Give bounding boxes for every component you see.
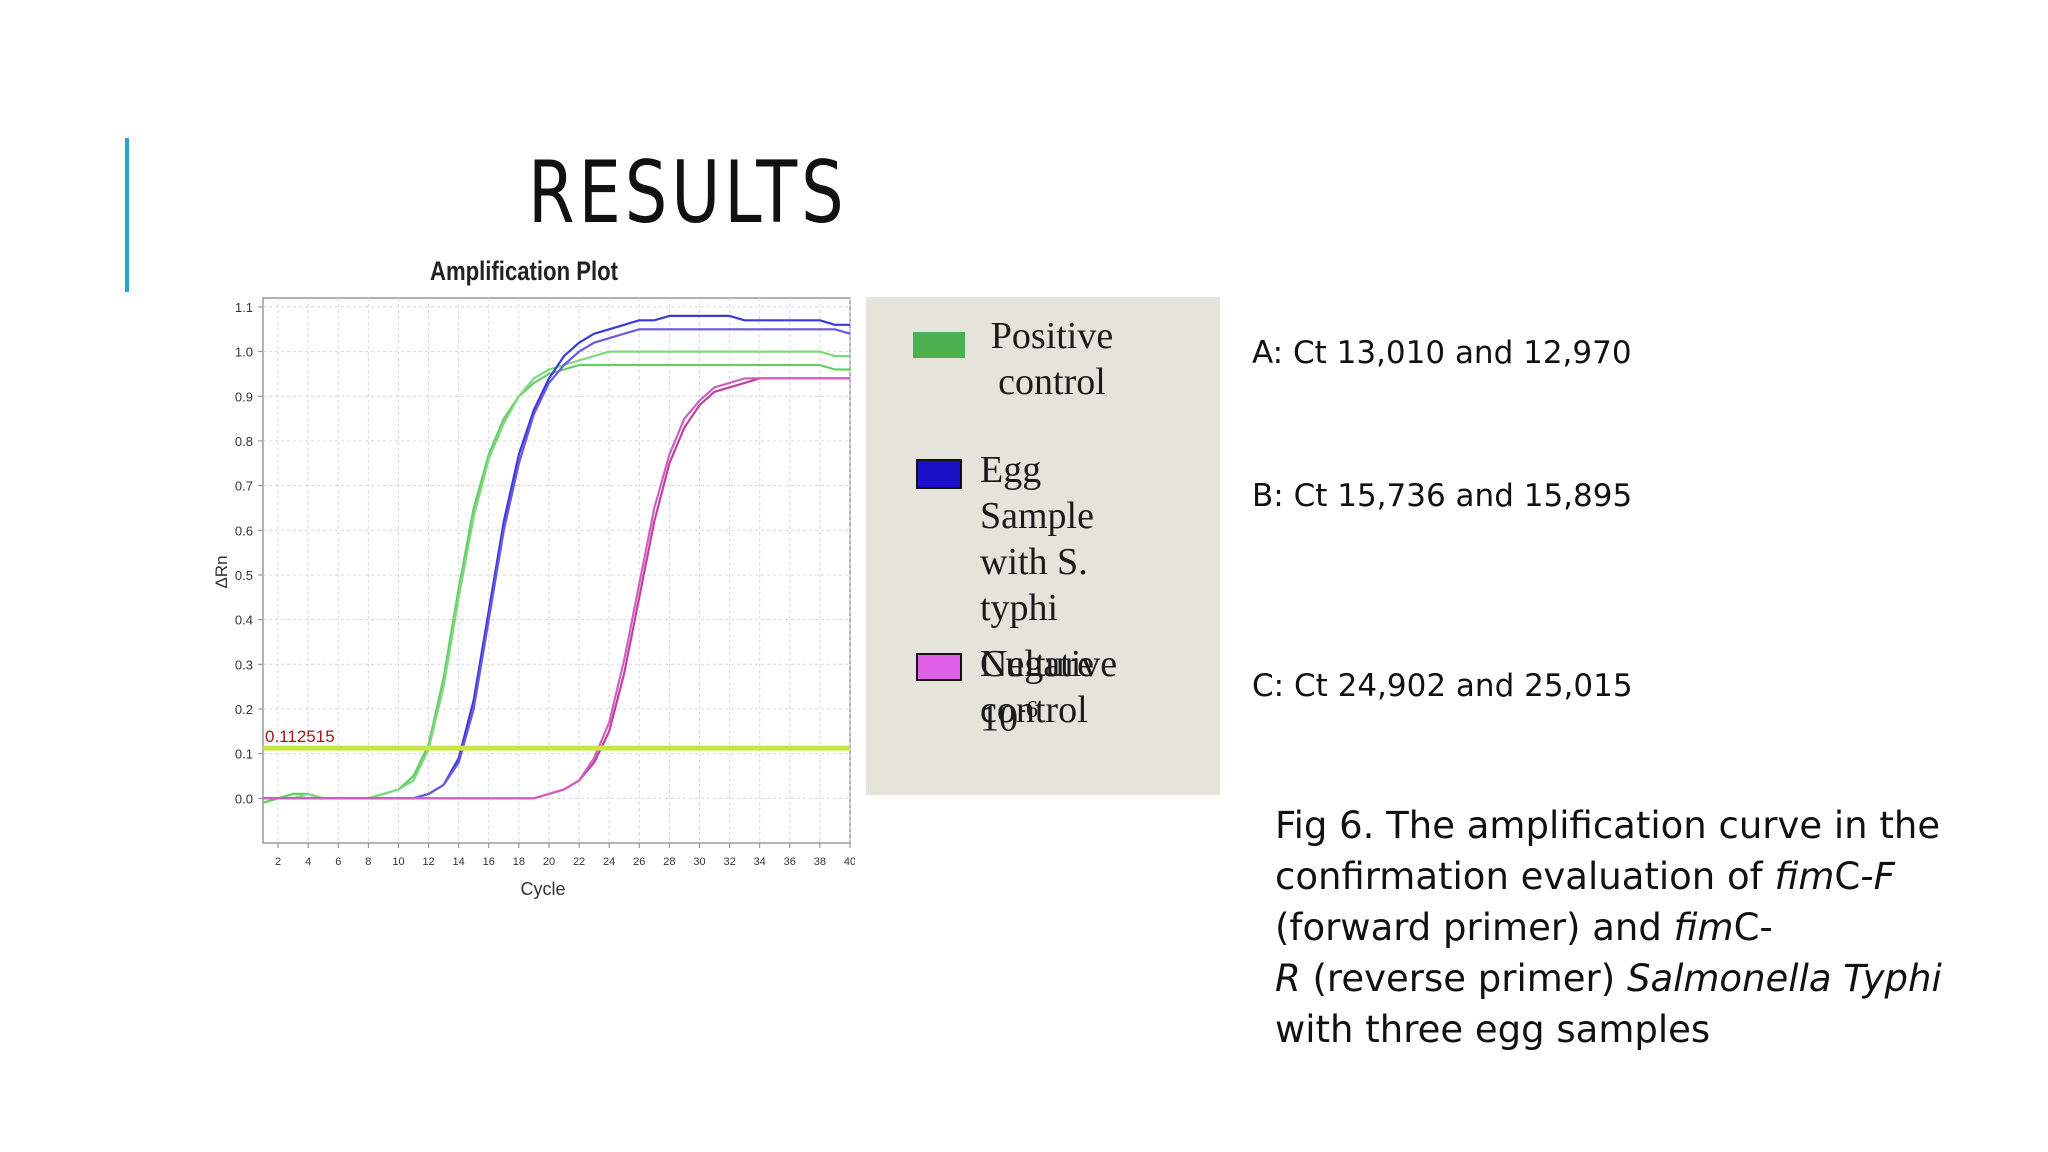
- x-tick-label: 32: [723, 856, 735, 868]
- x-axis-ticks: 2 4 6 8 10 12 14 16 18 20 22 24 26 28 30 32 34 36 38 40: [275, 843, 856, 868]
- y-tick-label: 0.1: [235, 747, 253, 762]
- legend-label-positive-line1: Positive: [990, 315, 1114, 357]
- x-tick-label: 22: [573, 856, 585, 868]
- legend-label-egg-line1: Egg Sample: [980, 449, 1094, 537]
- x-tick-label: 24: [603, 856, 615, 868]
- caption-text: C: [1834, 855, 1861, 898]
- legend-label-positive-line2: control: [998, 361, 1106, 403]
- x-tick-label: 34: [754, 856, 766, 868]
- y-tick-label: 1.1: [235, 300, 253, 315]
- x-tick-label: 2: [275, 856, 281, 868]
- y-tick-label: 0.4: [235, 613, 253, 628]
- legend: Positive control Egg Sample with S. typh…: [866, 297, 1220, 795]
- y-tick-label: 0.9: [235, 389, 253, 404]
- x-tick-label: 6: [335, 856, 341, 868]
- x-tick-label: 30: [693, 856, 705, 868]
- y-axis-label: ΔRn: [212, 555, 231, 588]
- figure-caption: Fig 6. The amplification curve in the co…: [1275, 800, 1975, 1055]
- legend-label-negative-line2: control: [980, 689, 1088, 731]
- series-lines: [262, 314, 851, 804]
- caption-italic: Salmonella Typhi: [1626, 957, 1942, 1000]
- y-tick-label: 0.2: [235, 702, 253, 717]
- legend-label-negative-line1: Negative: [980, 643, 1118, 685]
- chart-title: Amplification Plot: [430, 257, 618, 287]
- legend-swatch-positive: [913, 332, 965, 358]
- caption-italic: fim: [1673, 906, 1734, 949]
- x-tick-label: 40: [844, 856, 855, 868]
- x-tick-label: 14: [453, 856, 465, 868]
- y-tick-label: 0.5: [235, 568, 253, 583]
- y-axis-ticks: 0.0 0.1 0.2 0.3 0.4 0.5 0.6 0.7 0.8 0.9 1.0 1.1: [235, 300, 263, 806]
- x-tick-label: 28: [663, 856, 675, 868]
- slide-title: RESULTS: [528, 143, 848, 243]
- series-line-6: [263, 377, 850, 800]
- ct-value-a: A: Ct 13,010 and 12,970: [1252, 335, 1632, 371]
- x-axis-label: Cycle: [520, 879, 565, 899]
- x-tick-label: 20: [543, 856, 555, 868]
- x-tick-label: 18: [513, 856, 525, 868]
- caption-text: with three egg samples: [1275, 1008, 1711, 1051]
- x-tick-label: 8: [365, 856, 371, 868]
- legend-superscript: -6: [1018, 697, 1038, 723]
- legend-label-egg-line2: with S. typhi: [980, 541, 1088, 629]
- x-tick-label: 4: [305, 856, 311, 868]
- ct-value-b: B: Ct 15,736 and 15,895: [1252, 478, 1633, 514]
- x-tick-label: 38: [814, 856, 826, 868]
- x-tick-label: 10: [392, 856, 404, 868]
- y-tick-label: 0.0: [235, 791, 253, 806]
- title-accent-bar: [125, 138, 129, 292]
- y-tick-label: 0.3: [235, 657, 253, 672]
- plot-area: [262, 297, 851, 844]
- caption-text: (reverse primer): [1300, 957, 1627, 1000]
- x-tick-label: 26: [633, 856, 645, 868]
- caption-text: C-: [1733, 906, 1773, 949]
- legend-swatch-egg: [916, 459, 962, 489]
- x-tick-label: 36: [784, 856, 796, 868]
- threshold-label: 0.112515: [265, 727, 335, 746]
- grid: [263, 298, 851, 843]
- y-tick-label: 0.7: [235, 479, 253, 494]
- threshold: 0.112515: [263, 727, 850, 751]
- x-tick-label: 16: [483, 856, 495, 868]
- y-tick-label: 0.8: [235, 434, 253, 449]
- legend-label-egg-line3: Culture 10: [980, 643, 1094, 740]
- ct-value-c: C: Ct 24,902 and 25,015: [1252, 668, 1633, 704]
- caption-text: Fig 6. The amplification curve in the co…: [1275, 804, 1941, 898]
- caption-italic: R: [1275, 957, 1301, 1000]
- y-tick-label: 1.0: [235, 345, 253, 360]
- legend-swatch-negative: [916, 653, 962, 681]
- caption-text: (forward primer) and: [1275, 906, 1674, 949]
- caption-italic: -F: [1860, 855, 1895, 898]
- x-tick-label: 12: [422, 856, 434, 868]
- y-tick-label: 0.6: [235, 523, 253, 538]
- caption-italic: fim: [1774, 855, 1835, 898]
